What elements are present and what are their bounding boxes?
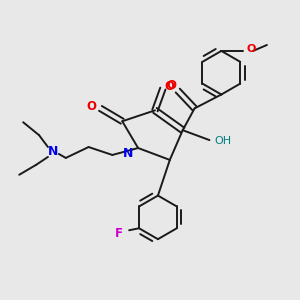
Text: N: N bbox=[48, 146, 58, 158]
Text: OH: OH bbox=[215, 136, 232, 146]
Text: O: O bbox=[165, 80, 175, 93]
Text: O: O bbox=[86, 100, 97, 113]
Text: F: F bbox=[115, 227, 123, 240]
Text: N: N bbox=[123, 148, 134, 160]
Text: O: O bbox=[167, 79, 177, 92]
Text: O: O bbox=[246, 44, 256, 54]
